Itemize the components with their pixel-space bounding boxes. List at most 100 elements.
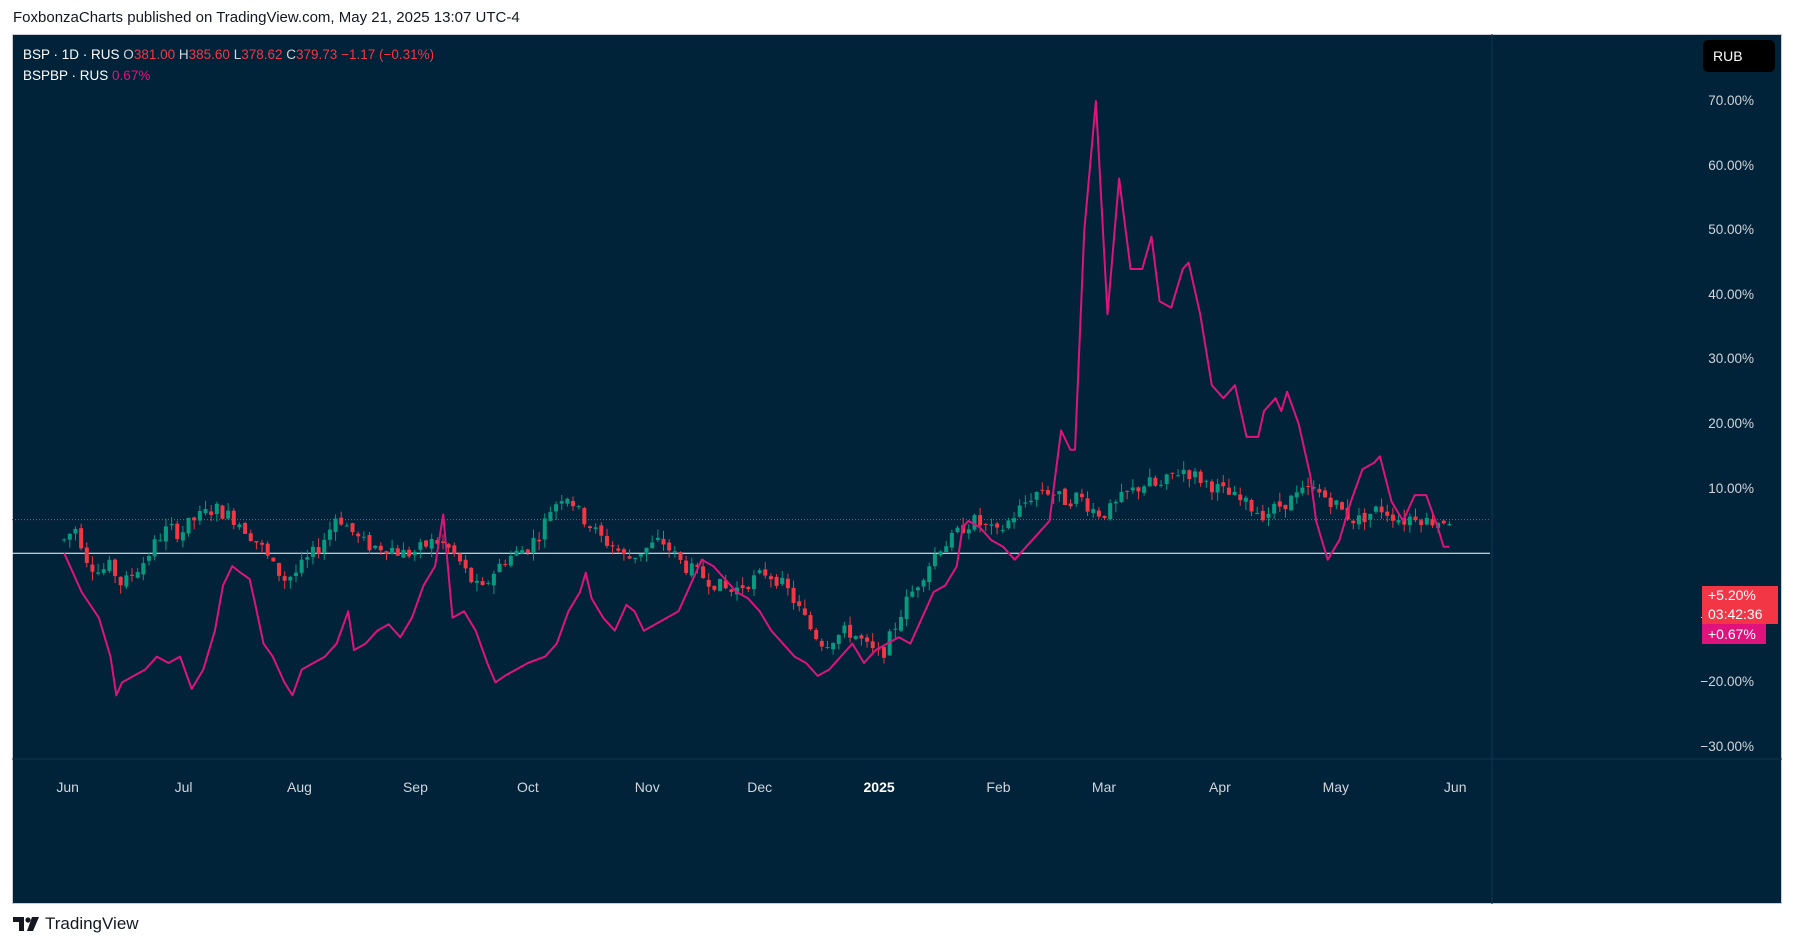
candle [1085, 491, 1090, 517]
candle-body [1419, 520, 1424, 526]
candle [107, 555, 112, 573]
candle [1119, 483, 1124, 504]
legend-main-row: BSP · 1D · RUS O381.00 H385.60 L378.62 C… [23, 44, 434, 65]
main-symbol-label[interactable]: BSP · 1D · RUS [23, 47, 120, 62]
candle [910, 585, 915, 598]
candle [1221, 474, 1226, 494]
candle-body [1289, 495, 1294, 511]
candle [1074, 491, 1079, 507]
candle-body [310, 546, 315, 557]
candle [277, 562, 282, 582]
candle [689, 557, 694, 578]
candle [508, 550, 513, 568]
candle-body [237, 524, 242, 528]
price-chart[interactable] [12, 34, 1782, 904]
candle [757, 568, 762, 575]
candle [1091, 502, 1096, 518]
footer-brand[interactable]: TradingView [13, 914, 139, 934]
candle-body [350, 523, 355, 533]
candle-body [146, 556, 151, 561]
candle [1164, 473, 1169, 490]
candle-body [226, 510, 231, 519]
candle-body [1057, 491, 1062, 495]
symbol-legend: BSP · 1D · RUS O381.00 H385.60 L378.62 C… [23, 44, 434, 86]
candle-body [599, 525, 604, 536]
y-tick-label: −20.00% [1700, 674, 1754, 690]
publish-header: FoxbonzaCharts published on TradingView.… [13, 9, 520, 26]
candle [429, 533, 434, 558]
candle-body [1447, 524, 1452, 526]
candle [1215, 478, 1220, 501]
candle-body [1153, 477, 1158, 486]
candle [740, 577, 745, 595]
candle [446, 542, 451, 555]
candle-body [718, 578, 723, 591]
candle-body [633, 557, 638, 560]
candle [836, 634, 841, 650]
candle-body [1159, 484, 1164, 486]
candle-body [559, 501, 564, 504]
candle-body [231, 510, 236, 525]
candle [401, 542, 406, 558]
candle [650, 535, 655, 549]
candle-body [520, 550, 525, 554]
candle-body [1204, 480, 1209, 482]
candle-body [932, 553, 937, 567]
candle-body [299, 559, 304, 573]
candle-body [486, 582, 491, 584]
candle-body [1351, 520, 1356, 524]
candle [1260, 504, 1265, 523]
candle-body [927, 566, 932, 583]
candle-body [638, 554, 643, 557]
candle [1323, 487, 1328, 499]
candle [842, 621, 847, 638]
candle [248, 529, 253, 542]
candle-body [1085, 498, 1090, 512]
candle [774, 573, 779, 589]
candle-body [1339, 502, 1344, 510]
candle-body [1096, 510, 1101, 517]
candle [1424, 512, 1429, 526]
candle-body [214, 503, 219, 515]
candle [1306, 477, 1311, 496]
candle-body [853, 636, 858, 639]
candle [1062, 487, 1067, 506]
candle-body [316, 547, 321, 554]
y-tick-label: 30.00% [1708, 351, 1754, 367]
candle [1255, 506, 1260, 515]
candle-body [254, 541, 259, 543]
candle [763, 562, 768, 579]
candle [1351, 520, 1356, 530]
footer-brand-label: TradingView [45, 914, 139, 933]
candle [1379, 498, 1384, 519]
candle [1328, 492, 1333, 515]
candle [1045, 486, 1050, 497]
candle-body [1068, 503, 1073, 507]
compare-symbol-label[interactable]: BSPBP · RUS [23, 68, 109, 83]
candle [209, 505, 214, 522]
candle [921, 578, 926, 593]
candle-body [192, 517, 197, 521]
candle [1006, 517, 1011, 530]
candle-body [288, 576, 293, 581]
candle [655, 529, 660, 543]
candle [243, 521, 248, 534]
candle [192, 516, 197, 530]
candle [1317, 484, 1322, 498]
candle [780, 571, 785, 587]
candle [706, 573, 711, 595]
candle-body [1192, 471, 1197, 478]
candle-body [1119, 491, 1124, 503]
currency-button[interactable]: RUB [1703, 40, 1775, 72]
candle-body [1323, 490, 1328, 498]
candle-body [1176, 475, 1181, 477]
candle [152, 535, 157, 561]
candle-body [390, 547, 395, 554]
x-tick-label: Dec [747, 779, 773, 795]
candle-body [361, 536, 366, 538]
candle [1136, 486, 1141, 500]
candle [537, 532, 542, 551]
candle [548, 506, 553, 522]
candle-body [503, 563, 508, 565]
candle [1034, 491, 1039, 507]
